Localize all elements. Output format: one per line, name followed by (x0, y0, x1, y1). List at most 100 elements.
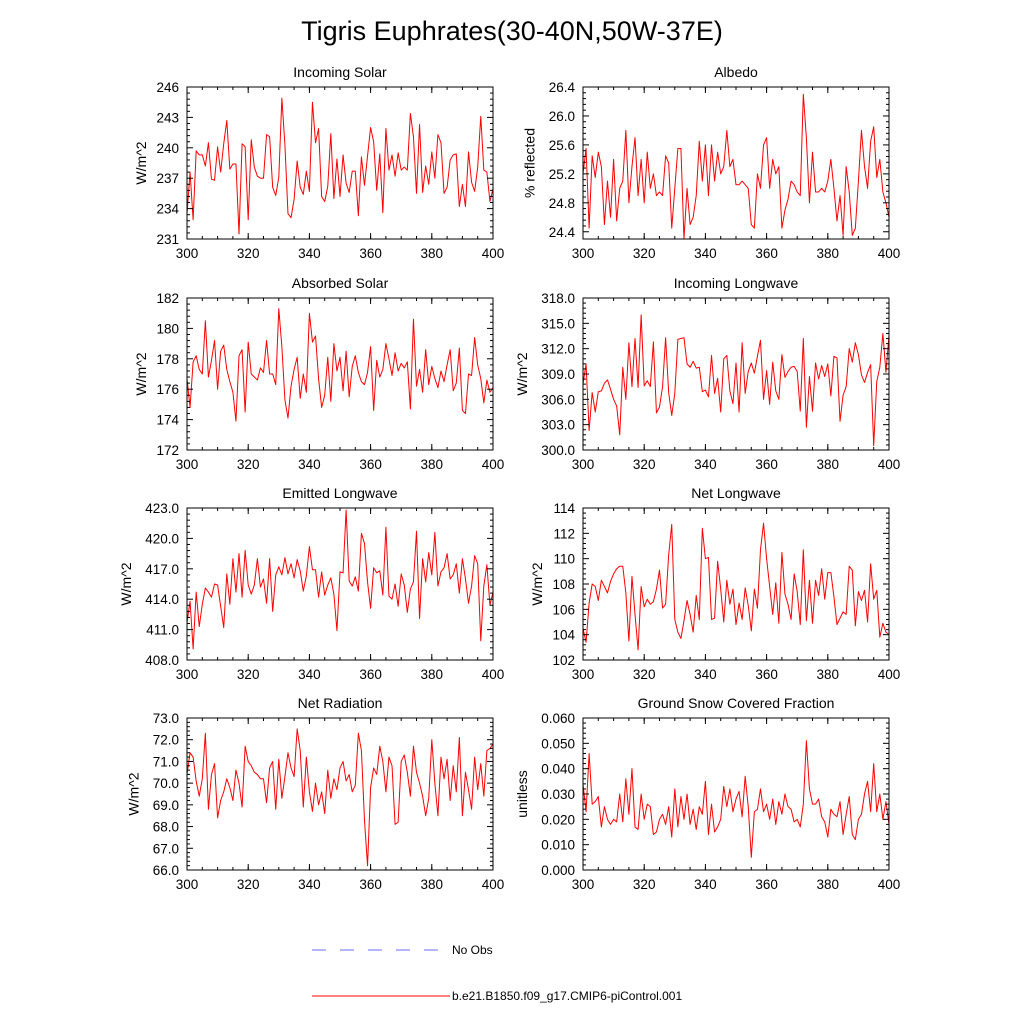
y-tick-label: 303.0 (541, 418, 575, 433)
x-tick-label: 320 (237, 877, 260, 892)
y-tick-label: 420.0 (145, 531, 179, 546)
y-tick-label: 411.0 (146, 623, 179, 638)
x-tick-label: 340 (298, 667, 321, 682)
y-axis-label: W/m^2 (133, 141, 149, 184)
y-axis-label: W/m^2 (126, 772, 142, 815)
y-tick-label: 300.0 (541, 443, 575, 458)
y-tick-label: 71.0 (153, 754, 179, 769)
y-axis-label: W/m^2 (118, 562, 134, 605)
x-tick-label: 320 (633, 457, 656, 472)
x-tick-label: 380 (421, 667, 444, 682)
y-tick-label: 312.0 (541, 342, 575, 357)
x-tick-label: 400 (482, 457, 505, 472)
x-tick-label: 320 (237, 246, 260, 261)
legend-item-no-obs: No Obs (312, 943, 493, 957)
y-axis-label: W/m^2 (514, 352, 530, 395)
series-line-emitted-longwave (187, 509, 493, 650)
series-line-incoming-solar (187, 97, 493, 235)
panel-title: Net Longwave (691, 485, 781, 501)
y-axis-label: W/m^2 (133, 352, 149, 395)
y-tick-label: 26.0 (549, 109, 575, 124)
legend-item-model: b.e21.B1850.f09_g17.CMIP6-piControl.001 (312, 989, 682, 1003)
x-tick-label: 300 (176, 246, 199, 261)
x-tick-label: 400 (878, 877, 901, 892)
x-tick-label: 320 (633, 667, 656, 682)
legend-label-no-obs: No Obs (452, 943, 493, 957)
panel-title: Incoming Solar (293, 64, 387, 80)
y-tick-label: 70.0 (153, 776, 179, 791)
panel-net-radiation: 300 320 340 360 380 400 66.0 67.0 68.0 69.0 70.0 71… (126, 695, 505, 892)
panel-title: Absorbed Solar (292, 275, 389, 291)
plot-frame (582, 717, 890, 871)
x-tick-label: 320 (237, 667, 260, 682)
panel-ground-snow-covered-fraction: 300 320 340 360 380 400 0.000 0.010 0.020 0.030 0.… (514, 695, 900, 892)
y-tick-label: 102 (552, 653, 575, 668)
y-tick-label: 0.010 (541, 838, 575, 853)
y-tick-label: 178 (156, 352, 179, 367)
y-tick-label: 0.030 (541, 787, 575, 802)
x-tick-label: 320 (633, 877, 656, 892)
y-tick-label: 408.0 (145, 653, 179, 668)
y-tick-label: 66.0 (153, 863, 179, 878)
y-tick-label: 67.0 (153, 841, 179, 856)
y-tick-label: 73.0 (153, 711, 179, 726)
figure-title: Tigris Euphrates(30-40N,50W-37E) (301, 16, 723, 46)
y-tick-label: 240 (156, 141, 179, 156)
x-tick-label: 340 (298, 246, 321, 261)
y-tick-label: 114 (553, 501, 575, 516)
series-line-net-longwave (583, 522, 889, 651)
y-tick-label: 231 (156, 232, 179, 247)
plot-frame (186, 717, 494, 871)
y-axis-label: W/m^2 (529, 562, 545, 605)
x-tick-label: 380 (817, 246, 840, 261)
y-tick-label: 414.0 (145, 592, 179, 607)
y-tick-label: 106 (552, 602, 575, 617)
x-tick-label: 380 (421, 877, 444, 892)
legend-label-model: b.e21.B1850.f09_g17.CMIP6-piControl.001 (452, 989, 682, 1003)
plot-frame (582, 297, 890, 451)
y-tick-label: 24.8 (549, 196, 575, 211)
x-tick-label: 300 (176, 877, 199, 892)
y-tick-label: 237 (156, 171, 179, 186)
x-tick-label: 400 (482, 667, 505, 682)
x-tick-label: 320 (633, 246, 656, 261)
y-tick-label: 417.0 (145, 562, 179, 577)
x-tick-label: 300 (176, 667, 199, 682)
y-tick-label: 69.0 (153, 798, 179, 813)
x-tick-label: 360 (359, 457, 382, 472)
x-tick-label: 380 (817, 667, 840, 682)
y-tick-label: 315.0 (541, 316, 575, 331)
panel-incoming-longwave: 300 320 340 360 380 400 300.0 303.0 306.0 309.0 31… (514, 275, 900, 472)
y-tick-label: 176 (156, 382, 179, 397)
x-tick-label: 400 (482, 877, 505, 892)
y-tick-label: 0.050 (541, 736, 575, 751)
panel-title: Emitted Longwave (282, 485, 397, 501)
y-tick-label: 0.020 (541, 812, 575, 827)
x-tick-label: 380 (421, 457, 444, 472)
series-line-ground-snow-covered-fraction (583, 740, 889, 858)
panels: 300 320 340 360 380 400 231 234 237 240 243 246 Inco… (118, 64, 900, 892)
plot-frame (186, 507, 494, 661)
panel-title: Albedo (714, 64, 758, 80)
panel-emitted-longwave: 300 320 340 360 380 400 408.0 411.0 414.0 417.0 42… (118, 485, 504, 682)
x-tick-label: 340 (694, 877, 717, 892)
y-tick-label: 243 (156, 110, 179, 125)
y-tick-label: 246 (156, 80, 179, 95)
x-tick-label: 360 (755, 877, 778, 892)
x-tick-label: 300 (572, 667, 595, 682)
x-tick-label: 340 (694, 246, 717, 261)
y-axis-label: % reflected (522, 128, 538, 198)
y-tick-label: 25.2 (549, 167, 575, 182)
x-tick-label: 380 (817, 457, 840, 472)
x-tick-label: 360 (755, 457, 778, 472)
y-tick-label: 68.0 (153, 820, 179, 835)
x-tick-label: 380 (817, 877, 840, 892)
legend: No Obs b.e21.B1850.f09_g17.CMIP6-piContr… (312, 943, 682, 1003)
y-tick-label: 110 (553, 552, 575, 567)
x-tick-label: 360 (755, 246, 778, 261)
x-tick-label: 340 (298, 457, 321, 472)
x-tick-label: 360 (359, 877, 382, 892)
x-tick-label: 300 (572, 457, 595, 472)
y-axis-label: unitless (514, 770, 530, 817)
